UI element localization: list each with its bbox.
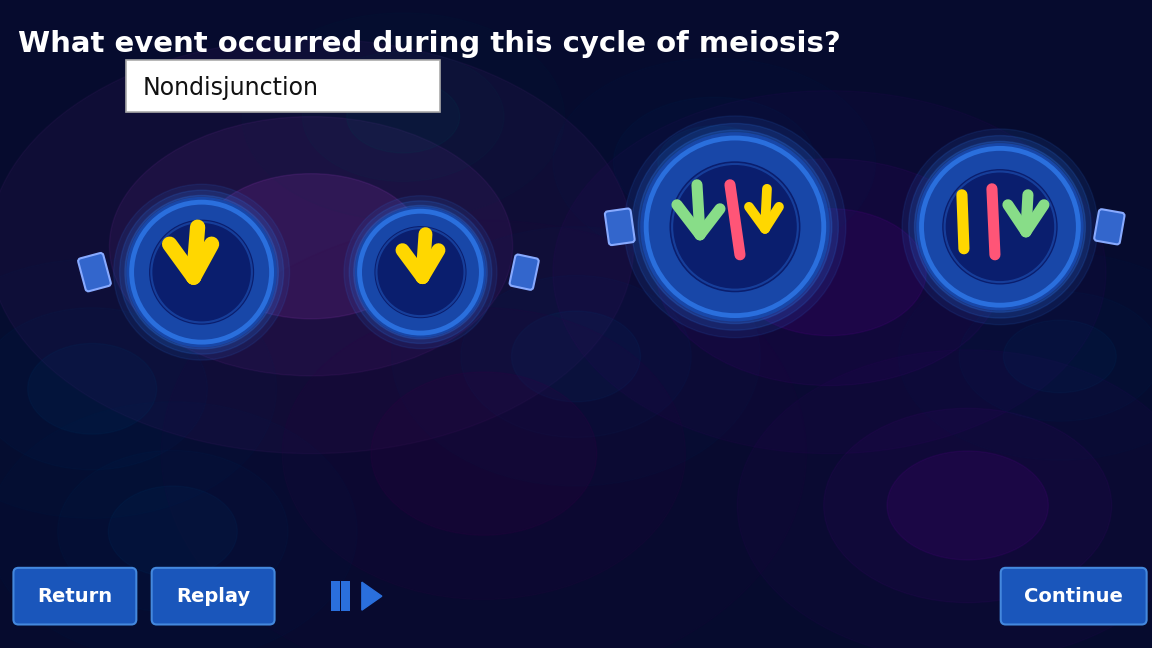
Ellipse shape — [631, 123, 839, 330]
Circle shape — [127, 198, 276, 347]
FancyBboxPatch shape — [605, 209, 635, 245]
Circle shape — [376, 227, 465, 318]
Polygon shape — [362, 582, 381, 610]
Ellipse shape — [354, 205, 487, 339]
Ellipse shape — [28, 343, 157, 434]
Ellipse shape — [120, 191, 283, 354]
Ellipse shape — [960, 292, 1152, 421]
Ellipse shape — [392, 227, 760, 486]
Ellipse shape — [638, 130, 832, 323]
Ellipse shape — [909, 135, 1091, 318]
Ellipse shape — [371, 372, 597, 535]
Ellipse shape — [824, 408, 1112, 603]
Ellipse shape — [658, 126, 771, 198]
Text: Replay: Replay — [176, 586, 250, 606]
Ellipse shape — [733, 209, 926, 336]
Text: Return: Return — [37, 586, 113, 606]
Circle shape — [670, 162, 799, 292]
Circle shape — [150, 220, 253, 324]
FancyBboxPatch shape — [1001, 568, 1146, 625]
Ellipse shape — [161, 220, 806, 648]
Ellipse shape — [347, 80, 460, 153]
Ellipse shape — [282, 308, 685, 599]
Ellipse shape — [349, 201, 492, 343]
Text: Nondisjunction: Nondisjunction — [143, 76, 319, 100]
FancyBboxPatch shape — [126, 60, 440, 112]
Ellipse shape — [902, 129, 1098, 325]
Ellipse shape — [511, 311, 641, 402]
FancyBboxPatch shape — [341, 581, 350, 611]
Ellipse shape — [124, 196, 279, 349]
Ellipse shape — [553, 91, 1106, 454]
Ellipse shape — [887, 451, 1048, 560]
Ellipse shape — [302, 52, 505, 181]
FancyBboxPatch shape — [14, 568, 136, 625]
Ellipse shape — [461, 275, 691, 437]
Ellipse shape — [915, 141, 1085, 312]
FancyBboxPatch shape — [152, 568, 274, 625]
Text: Continue: Continue — [1024, 586, 1123, 606]
Ellipse shape — [0, 39, 634, 454]
Circle shape — [942, 170, 1058, 284]
FancyBboxPatch shape — [1094, 209, 1124, 244]
Ellipse shape — [108, 486, 237, 577]
Text: What event occurred during this cycle of meiosis?: What event occurred during this cycle of… — [18, 30, 841, 58]
Ellipse shape — [114, 184, 289, 360]
Ellipse shape — [613, 97, 814, 227]
Ellipse shape — [58, 450, 288, 612]
Circle shape — [641, 133, 829, 321]
Ellipse shape — [737, 350, 1152, 648]
Circle shape — [356, 207, 485, 337]
FancyBboxPatch shape — [78, 253, 111, 292]
Ellipse shape — [624, 116, 846, 338]
Ellipse shape — [657, 159, 1002, 386]
Ellipse shape — [0, 308, 207, 470]
Circle shape — [917, 144, 1083, 310]
Ellipse shape — [1003, 320, 1116, 393]
FancyBboxPatch shape — [509, 255, 539, 290]
FancyBboxPatch shape — [331, 581, 340, 611]
Ellipse shape — [344, 196, 497, 349]
Ellipse shape — [198, 174, 424, 319]
Ellipse shape — [109, 117, 513, 376]
